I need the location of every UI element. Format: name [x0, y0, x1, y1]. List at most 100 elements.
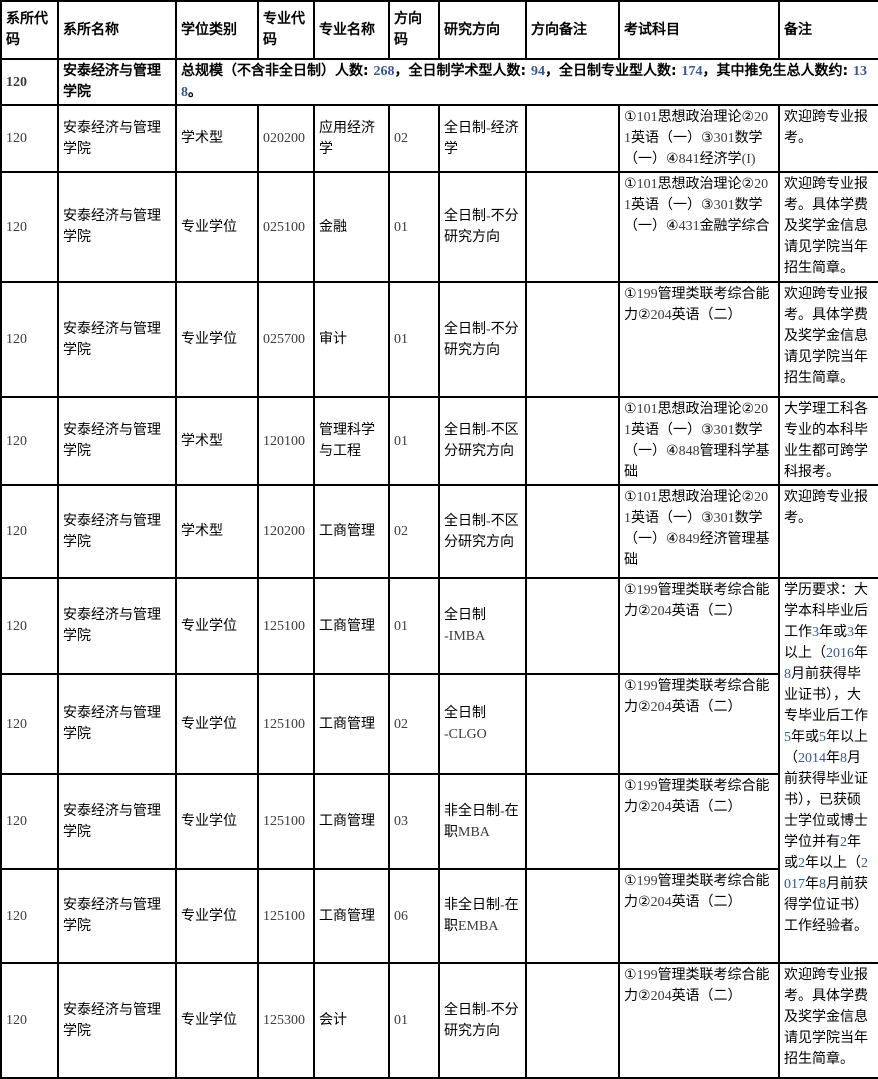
- cell-major-code: 120100: [257, 396, 315, 486]
- header-major_code: 专业代码: [257, 0, 315, 60]
- header-dept_name: 系所名称: [57, 0, 177, 60]
- cell-remark: 欢迎跨专业报考。具体学费及奖学金信息请见学院当年招生简章。: [778, 281, 878, 398]
- cell-direction-code: 02: [388, 673, 440, 775]
- cell-dept-name: 安泰经济与管理学院: [57, 396, 177, 486]
- cell-dept-name: 安泰经济与管理学院: [57, 484, 177, 579]
- cell-major-name: 工商管理: [313, 773, 390, 870]
- cell-dept-name: 安泰经济与管理学院: [57, 104, 177, 173]
- cell-major-name: 工商管理: [313, 577, 390, 675]
- cell-exam-subjects: ①199管理类联考综合能力②204英语（二）: [618, 577, 780, 675]
- cell-direction-code: 03: [388, 773, 440, 870]
- data-row: 120 安泰经济与管理学院 学术型 120200 工商管理 02 全日制-不区分研究方向 ①1…: [0, 484, 878, 579]
- data-row: 120 安泰经济与管理学院 专业学位 125300 会计 01 全日制-不分研究方向 ①199…: [0, 962, 878, 1079]
- data-row: 120 安泰经济与管理学院 专业学位 025100 金融 01 全日制-不分研究方向 ①101…: [0, 171, 878, 283]
- cell-major-code: 020200: [257, 104, 315, 173]
- cell-direction-note: [525, 577, 620, 675]
- cell-research-direction: 全日制-不区分研究方向: [438, 396, 527, 486]
- cell-dept-name: 安泰经济与管理学院: [57, 962, 177, 1079]
- cell-direction-code: 06: [388, 868, 440, 964]
- cell-exam-subjects: ①199管理类联考综合能力②204英语（二）: [618, 868, 780, 964]
- data-row: 120 安泰经济与管理学院 专业学位 125100 工商管理 01 全日制 -IMBA ①19…: [0, 577, 878, 964]
- cell-dept-name: 安泰经济与管理学院: [57, 868, 177, 964]
- cell-major-name: 工商管理: [313, 484, 390, 579]
- cell-direction-note: [525, 396, 620, 486]
- cell-dept-name: 安泰经济与管理学院: [57, 773, 177, 870]
- header-remark: 备注: [778, 0, 878, 60]
- data-row: 120 安泰经济与管理学院 学术型 020200 应用经济学 02 全日制-经济学 ①101思…: [0, 104, 878, 173]
- cell-direction-code: 02: [388, 484, 440, 579]
- data-row: 120 安泰经济与管理学院 专业学位 025700 审计 01 全日制-不分研究方向 ①199…: [0, 281, 878, 398]
- cell-dept-code: 120: [0, 673, 59, 775]
- cell-dept-code: 120: [0, 484, 59, 579]
- cell-remark: 欢迎跨专业报考。: [778, 484, 878, 579]
- cell-remark: 欢迎跨专业报考。具体学费及奖学金信息请见学院当年招生简章。: [778, 171, 878, 283]
- cell-degree-type: 专业学位: [175, 962, 259, 1079]
- cell-dept-code: 120: [0, 868, 59, 964]
- cell-dept-code: 120: [0, 281, 59, 398]
- cell-major-name: 审计: [313, 281, 390, 398]
- cell-major-code: 125300: [257, 962, 315, 1079]
- header-research_direction: 研究方向: [438, 0, 527, 60]
- header-direction_note: 方向备注: [525, 0, 620, 60]
- cell-major-code: 125100: [257, 773, 315, 870]
- data-row: 120 安泰经济与管理学院 专业学位 125100 工商管理 06 非全日制-在职EMBA ①…: [0, 868, 878, 964]
- cell-major-name: 会计: [313, 962, 390, 1079]
- cell-exam-subjects: ①101思想政治理论②201英语（一）③301数学（一）④849经济管理基础: [618, 484, 780, 579]
- cell-major-code: 025700: [257, 281, 315, 398]
- cell-degree-type: 专业学位: [175, 577, 259, 675]
- data-row: 120 安泰经济与管理学院 专业学位 125100 工商管理 02 全日制 -CLGO ①19…: [0, 673, 878, 775]
- cell-major-name: 金融: [313, 171, 390, 283]
- cell-direction-note: [525, 773, 620, 870]
- summary-row: 120 安泰经济与管理学院 总规模（不含非全日制）人数: 268，全日制学术型人数:…: [0, 58, 878, 106]
- header-direction_code: 方向码: [388, 0, 440, 60]
- cell-dept-code: 120: [0, 773, 59, 870]
- cell-major-name: 管理科学与工程: [313, 396, 390, 486]
- cell-research-direction: 全日制-不区分研究方向: [438, 484, 527, 579]
- cell-major-code: 120200: [257, 484, 315, 579]
- cell-remark: 大学理工科各专业的本科毕业生都可跨学科报考。: [778, 396, 878, 486]
- cell-direction-note: [525, 484, 620, 579]
- cell-direction-note: [525, 673, 620, 775]
- summary-text: 总规模（不含非全日制）人数: 268，全日制学术型人数: 94，全日制专业型人数…: [175, 58, 878, 106]
- cell-direction-note: [525, 281, 620, 398]
- data-row: 120 安泰经济与管理学院 学术型 120100 管理科学与工程 01 全日制-不区分研究方…: [0, 396, 878, 486]
- cell-exam-subjects: ①101思想政治理论②201英语（一）③301数学（一）④841经济学(I): [618, 104, 780, 173]
- cell-dept-code: 120: [0, 58, 59, 106]
- cell-dept-code: 120: [0, 577, 59, 675]
- cell-major-code: 125100: [257, 673, 315, 775]
- cell-major-name: 应用经济学: [313, 104, 390, 173]
- cell-exam-subjects: ①199管理类联考综合能力②204英语（二）: [618, 281, 780, 398]
- cell-direction-note: [525, 868, 620, 964]
- cell-direction-note: [525, 962, 620, 1079]
- cell-dept-name: 安泰经济与管理学院: [57, 171, 177, 283]
- cell-major-name: 工商管理: [313, 673, 390, 775]
- cell-degree-type: 学术型: [175, 104, 259, 173]
- cell-direction-code: 01: [388, 396, 440, 486]
- header-major_name: 专业名称: [313, 0, 390, 60]
- cell-degree-type: 专业学位: [175, 673, 259, 775]
- cell-degree-type: 专业学位: [175, 868, 259, 964]
- table-header: 系所代码 系所名称 学位类别 专业代码 专业名称 方向码 研究方向 方向备注 考试科目 备注: [0, 0, 878, 60]
- cell-direction-code: 02: [388, 104, 440, 173]
- cell-research-direction: 全日制 -IMBA: [438, 577, 527, 675]
- cell-research-direction: 全日制-不分研究方向: [438, 171, 527, 283]
- cell-direction-code: 01: [388, 171, 440, 283]
- cell-exam-subjects: ①199管理类联考综合能力②204英语（二）: [618, 962, 780, 1079]
- table-header-row: 系所代码 系所名称 学位类别 专业代码 专业名称 方向码 研究方向 方向备注 考试科目 备注: [0, 0, 878, 60]
- cell-major-code: 025100: [257, 171, 315, 283]
- cell-remark: 学历要求：大学本科毕业后工作3年或3年以上（2016年8月前获得毕业证书），大专…: [778, 577, 878, 964]
- cell-direction-note: [525, 171, 620, 283]
- cell-direction-note: [525, 104, 620, 173]
- cell-research-direction: 全日制-不分研究方向: [438, 281, 527, 398]
- cell-exam-subjects: ①101思想政治理论②201英语（一）③301数学（一）④848管理科学基础: [618, 396, 780, 486]
- cell-remark: 欢迎跨专业报考。: [778, 104, 878, 173]
- cell-exam-subjects: ①199管理类联考综合能力②204英语（二）: [618, 773, 780, 870]
- data-row: 120 安泰经济与管理学院 专业学位 125100 工商管理 03 非全日制-在职MBA ①1…: [0, 773, 878, 870]
- cell-direction-code: 01: [388, 281, 440, 398]
- cell-major-name: 工商管理: [313, 868, 390, 964]
- cell-degree-type: 专业学位: [175, 171, 259, 283]
- header-dept_code: 系所代码: [0, 0, 59, 60]
- cell-dept-code: 120: [0, 104, 59, 173]
- cell-research-direction: 非全日制-在职MBA: [438, 773, 527, 870]
